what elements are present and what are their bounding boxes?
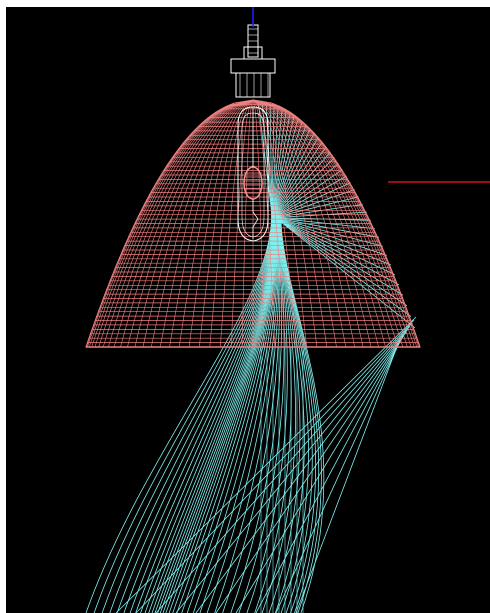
reflector-meridian xyxy=(241,99,254,348)
light-ray xyxy=(246,217,375,613)
light-ray xyxy=(214,196,359,613)
socket-body xyxy=(235,72,271,98)
light-ray xyxy=(101,101,273,613)
reflector-meridian xyxy=(252,99,364,348)
light-ray xyxy=(275,219,391,613)
reflector-wireframe xyxy=(85,99,421,348)
reflector-meridian xyxy=(108,99,254,348)
bulb-envelope xyxy=(237,106,269,242)
reflector-meridian xyxy=(120,99,254,348)
light-ray xyxy=(230,211,367,613)
3d-viewport[interactable] xyxy=(6,7,490,613)
reflector-meridian xyxy=(252,99,386,348)
light-ray xyxy=(295,343,399,613)
reflector-meridian xyxy=(142,99,254,348)
reflector-meridian xyxy=(209,99,254,348)
reflector-meridian xyxy=(113,99,254,348)
reflector-meridian xyxy=(169,99,254,348)
reflector-meridian xyxy=(252,99,307,348)
light-ray xyxy=(175,325,411,613)
light-ray xyxy=(275,340,401,613)
reflector-meridian xyxy=(87,99,254,348)
reflector-meridian xyxy=(252,99,297,348)
reflector-meridian xyxy=(252,99,419,348)
light-ray xyxy=(129,107,283,613)
reflector-meridian xyxy=(252,99,276,348)
lamp-assembly xyxy=(230,24,276,242)
reflector-meridian xyxy=(91,99,254,348)
light-ray xyxy=(280,221,416,613)
reflector-meridian xyxy=(252,99,408,348)
scene-canvas[interactable] xyxy=(6,7,490,613)
light-ray xyxy=(255,337,403,613)
light-ray xyxy=(279,219,396,613)
reflector-meridian xyxy=(178,99,254,348)
bulb-inner-envelope xyxy=(241,112,265,238)
reflector-meridian xyxy=(252,99,393,348)
light-ray xyxy=(215,331,407,613)
light-ray xyxy=(85,100,272,613)
reflector-meridian xyxy=(159,99,254,348)
axes-gizmo xyxy=(252,7,490,183)
reflector-meridian xyxy=(252,99,404,348)
viewport-background xyxy=(6,7,490,613)
lead-wire xyxy=(252,199,259,239)
reflector-meridian xyxy=(252,99,398,348)
reflector-meridian xyxy=(252,99,415,348)
light-ray xyxy=(135,319,415,613)
light-ray xyxy=(268,218,387,613)
light-rays xyxy=(85,100,417,613)
reflector-meridian xyxy=(252,99,420,348)
reflector-meridian xyxy=(252,99,337,348)
light-ray xyxy=(155,322,413,613)
reflector-meridian xyxy=(252,99,418,348)
reflector-meridian xyxy=(102,99,254,348)
reflector-meridian xyxy=(252,99,318,348)
reflector-meridian xyxy=(252,99,372,348)
reflector-meridian xyxy=(252,99,328,348)
reflector-meridian xyxy=(252,99,412,348)
reflector-meridian xyxy=(220,99,254,348)
light-ray xyxy=(195,328,409,613)
reflector-meridian xyxy=(252,99,355,348)
reflector-meridian xyxy=(199,99,254,348)
light-ray xyxy=(235,334,405,613)
reflector-meridian xyxy=(252,99,379,348)
reflector-meridian xyxy=(127,99,254,348)
reflector-meridian xyxy=(188,99,254,348)
light-ray xyxy=(115,316,417,613)
reflector-meridian xyxy=(98,99,254,348)
reflector-meridian xyxy=(134,99,254,348)
reflector-meridian xyxy=(88,99,254,348)
light-ray xyxy=(93,100,273,613)
reflector-meridian xyxy=(252,99,286,348)
reflector-meridian xyxy=(230,99,254,348)
reflector-meridian xyxy=(252,99,265,348)
reflector-meridian xyxy=(252,99,347,348)
reflector-meridian xyxy=(86,99,254,348)
reflector-meridian xyxy=(94,99,254,348)
reflector-meridian xyxy=(151,99,254,348)
